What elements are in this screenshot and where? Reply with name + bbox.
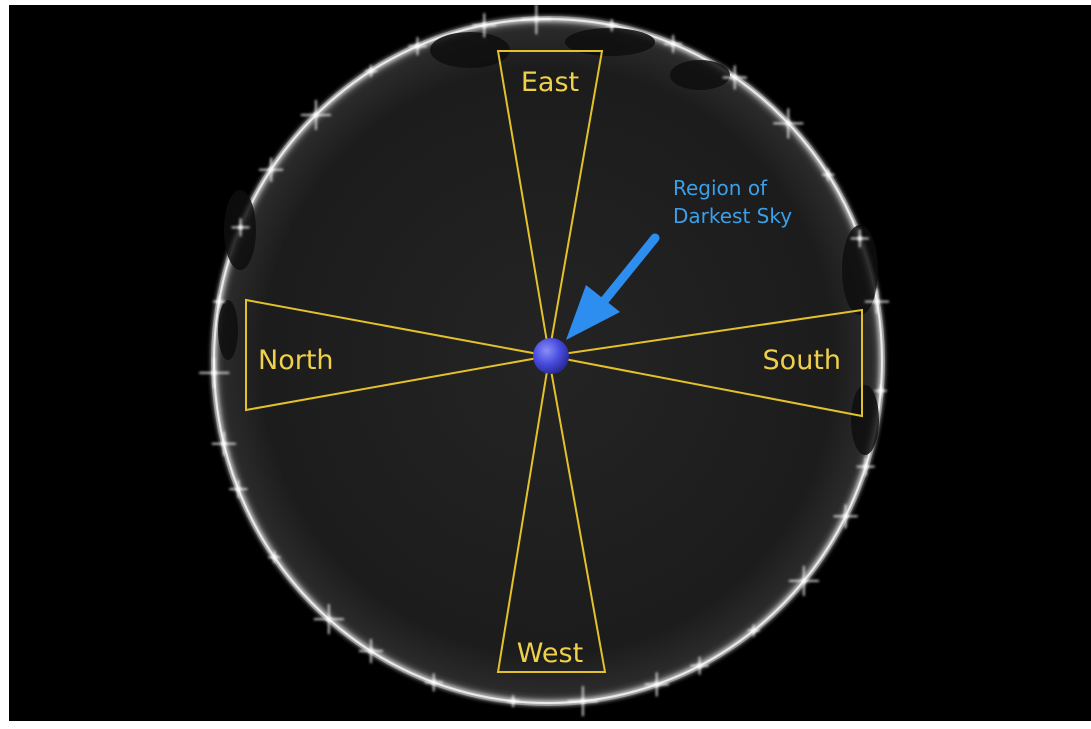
west-label: West xyxy=(517,638,583,669)
west-sector xyxy=(496,358,607,673)
horizon-light xyxy=(359,639,384,664)
arrow-pointer-icon xyxy=(566,233,660,340)
horizon-light xyxy=(424,673,443,692)
callout-line-2: Darkest Sky xyxy=(673,204,792,228)
horizon-light xyxy=(664,34,683,53)
horizon-light xyxy=(864,289,889,314)
south-sector xyxy=(548,308,863,418)
horizon-light xyxy=(773,108,804,139)
horizon-light xyxy=(722,65,747,90)
horizon-light xyxy=(199,357,230,388)
horizon-light xyxy=(229,480,248,499)
horizon-light xyxy=(408,37,427,56)
horizon-light xyxy=(874,384,887,397)
horizon-light xyxy=(850,229,869,248)
horizon-light xyxy=(231,218,250,237)
horizon-light xyxy=(833,504,858,529)
horizon-light xyxy=(365,64,378,77)
horizon-light xyxy=(313,604,344,635)
south-label: South xyxy=(763,345,841,376)
horizon-light xyxy=(507,695,520,708)
east-label: East xyxy=(521,67,579,98)
horizon-light xyxy=(747,624,760,637)
horizon-light xyxy=(788,565,819,596)
callout-line-1: Region of xyxy=(673,176,768,200)
east-sector xyxy=(496,50,604,355)
horizon-light xyxy=(644,672,669,697)
north-label: North xyxy=(258,345,334,376)
horizon-light xyxy=(259,157,284,182)
horizon-light xyxy=(472,13,497,38)
horizon-light xyxy=(300,99,331,130)
horizon-light xyxy=(822,168,835,181)
horizon-lights xyxy=(199,4,889,717)
horizon-light xyxy=(690,656,709,675)
horizon-light xyxy=(213,295,226,308)
horizon-light xyxy=(268,551,281,564)
horizon-light xyxy=(211,431,236,456)
sector-outlines xyxy=(245,50,863,673)
horizon-light xyxy=(605,19,618,32)
horizon-light xyxy=(521,4,552,35)
zenith-marker-icon xyxy=(533,338,569,374)
north-sector xyxy=(245,298,550,412)
horizon-trees xyxy=(218,28,879,455)
horizon-light xyxy=(856,457,875,476)
horizon-light xyxy=(567,686,598,717)
